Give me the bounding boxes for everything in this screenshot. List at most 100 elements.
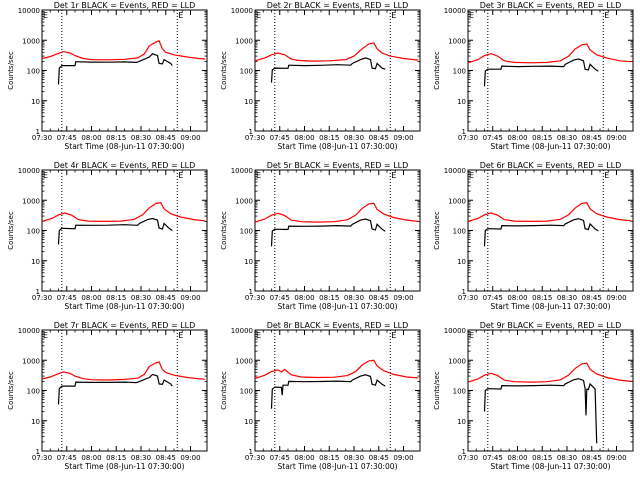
x-tick-label: 07:30 xyxy=(32,134,52,142)
y-tick-label: 1000 xyxy=(448,357,466,365)
x-tick-label: 08:45 xyxy=(582,134,602,142)
x-axis-label: Start Time (08-Jun-11 07:30:00) xyxy=(491,462,611,471)
panel-title: Det 1r BLACK = Events, RED = LLD xyxy=(54,1,196,10)
x-tick-label: 07:30 xyxy=(245,134,265,142)
y-tick-label: 1000 xyxy=(448,197,466,205)
x-tick-label: 09:00 xyxy=(180,134,200,142)
x-tick-label: 08:30 xyxy=(131,454,151,462)
e-marker-icon: E xyxy=(256,171,261,180)
lld-series-line xyxy=(41,361,206,381)
e-marker-icon: E xyxy=(469,11,474,20)
y-tick-label: 10 xyxy=(31,418,40,426)
y-tick-label: 1000 xyxy=(235,37,253,45)
x-tick-label: 09:00 xyxy=(393,134,413,142)
x-tick-label: 07:45 xyxy=(270,454,290,462)
y-tick-label: 1000 xyxy=(22,197,40,205)
e-marker-icon: E xyxy=(43,171,48,180)
plot-frame xyxy=(254,169,421,292)
y-tick-label: 1000 xyxy=(22,37,40,45)
y-tick-label: 1 xyxy=(462,448,466,456)
y-tick-label: 10000 xyxy=(444,327,466,335)
x-tick-label: 08:00 xyxy=(81,454,101,462)
x-tick-label: 08:30 xyxy=(344,134,364,142)
x-tick-label: 07:45 xyxy=(483,134,503,142)
x-tick-label: 07:30 xyxy=(458,294,478,302)
plot-frame xyxy=(467,9,634,132)
y-axis-label: Counts/sec xyxy=(433,51,441,90)
y-tick-label: 10 xyxy=(244,258,253,266)
y-axis-label: Counts/sec xyxy=(7,211,15,250)
y-tick-label: 1 xyxy=(462,128,466,136)
x-tick-label: 07:45 xyxy=(483,454,503,462)
x-tick-label: 08:30 xyxy=(557,294,577,302)
x-tick-label: 08:00 xyxy=(81,294,101,302)
y-tick-label: 1 xyxy=(462,288,466,296)
events-series-line xyxy=(483,378,598,444)
x-tick-label: 08:15 xyxy=(106,134,126,142)
panel-title: Det 7r BLACK = Events, RED = LLD xyxy=(54,321,196,330)
y-axis-label: Counts/sec xyxy=(7,371,15,410)
y-tick-label: 1 xyxy=(249,128,253,136)
x-axis-label: Start Time (08-Jun-11 07:30:00) xyxy=(491,302,611,311)
x-tick-label: 09:00 xyxy=(393,454,413,462)
x-tick-label: 08:15 xyxy=(319,294,339,302)
panel-title: Det 8r BLACK = Events, RED = LLD xyxy=(267,321,409,330)
panel-title: Det 9r BLACK = Events, RED = LLD xyxy=(480,321,622,330)
y-tick-label: 100 xyxy=(27,228,40,236)
lld-series-line xyxy=(254,42,419,62)
y-tick-label: 10 xyxy=(244,98,253,106)
x-tick-label: 09:00 xyxy=(606,454,626,462)
y-tick-label: 10000 xyxy=(231,7,253,15)
x-tick-label: 09:00 xyxy=(393,294,413,302)
lld-series-line xyxy=(254,359,419,380)
y-tick-label: 1 xyxy=(249,288,253,296)
x-tick-label: 08:15 xyxy=(532,454,552,462)
y-tick-label: 1 xyxy=(249,448,253,456)
x-tick-label: 08:45 xyxy=(369,134,389,142)
x-tick-label: 07:30 xyxy=(245,294,265,302)
y-tick-label: 10000 xyxy=(18,7,40,15)
plot-frame xyxy=(41,329,208,452)
x-tick-label: 08:00 xyxy=(294,294,314,302)
x-tick-label: 08:00 xyxy=(81,134,101,142)
plot-frame xyxy=(254,9,421,132)
y-tick-label: 10 xyxy=(457,98,466,106)
y-tick-label: 10000 xyxy=(444,167,466,175)
x-tick-label: 07:45 xyxy=(57,454,77,462)
x-axis-label: Start Time (08-Jun-11 07:30:00) xyxy=(278,462,398,471)
y-tick-label: 1000 xyxy=(235,197,253,205)
panel-title: Det 6r BLACK = Events, RED = LLD xyxy=(480,161,622,170)
y-tick-label: 10 xyxy=(244,418,253,426)
x-tick-label: 08:45 xyxy=(156,454,176,462)
x-tick-label: 08:15 xyxy=(106,294,126,302)
x-axis-label: Start Time (08-Jun-11 07:30:00) xyxy=(65,302,185,311)
y-tick-label: 10 xyxy=(31,98,40,106)
x-tick-label: 08:00 xyxy=(294,134,314,142)
e-marker-icon: E xyxy=(178,11,183,20)
e-marker-icon: E xyxy=(604,11,609,20)
x-tick-label: 08:30 xyxy=(557,134,577,142)
y-tick-label: 100 xyxy=(27,388,40,396)
y-tick-label: 100 xyxy=(453,228,466,236)
x-tick-label: 09:00 xyxy=(606,134,626,142)
x-tick-label: 08:45 xyxy=(156,294,176,302)
x-axis-label: Start Time (08-Jun-11 07:30:00) xyxy=(65,462,185,471)
events-series-line xyxy=(270,374,386,409)
lld-series-line xyxy=(467,43,632,64)
y-tick-label: 10000 xyxy=(18,327,40,335)
e-marker-icon: E xyxy=(256,11,261,20)
lld-series-line xyxy=(254,202,419,223)
events-series-line xyxy=(483,58,599,87)
x-tick-label: 08:45 xyxy=(369,454,389,462)
y-tick-label: 1 xyxy=(36,448,40,456)
x-tick-label: 08:45 xyxy=(156,134,176,142)
x-tick-label: 08:30 xyxy=(344,454,364,462)
